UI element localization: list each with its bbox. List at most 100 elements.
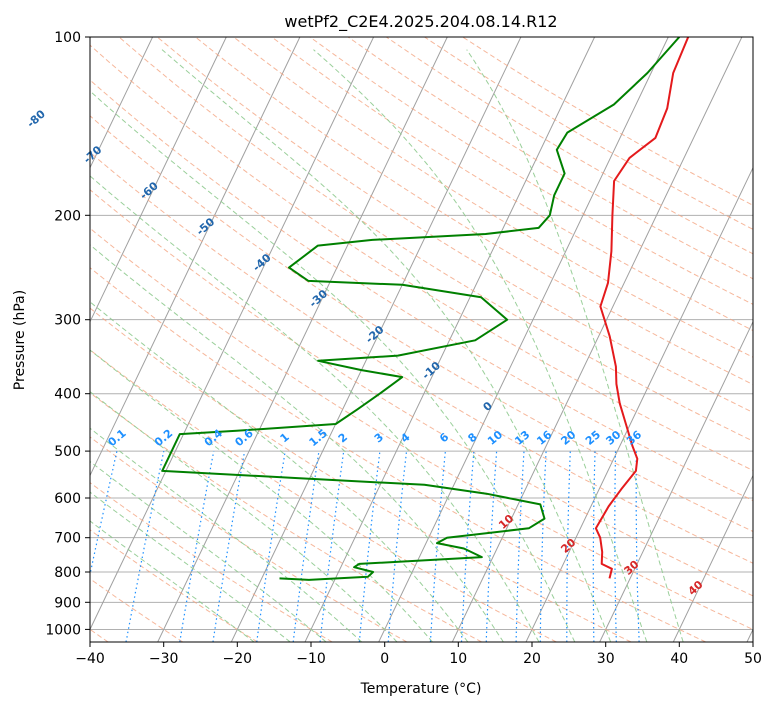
dry-adiabat-line [90,151,753,564]
reference-line-labels: 0.10.20.40.611.52346810131620253036-100-… [24,107,705,598]
mixing-ratio-label: 0.2 [152,427,175,449]
dry-adiabat-line [90,482,333,642]
x-tick-label: 40 [670,651,688,667]
dry-adiabat-line [90,392,482,642]
isotherm-line [599,320,753,642]
chart-title: wetPf2_C2E4.2025.204.08.14.R12 [284,12,557,32]
x-tick-label: 10 [449,651,467,667]
mixing-ratio-line [387,451,408,642]
moist-adiabat-line [90,175,540,642]
isotherm-line [90,37,227,323]
mixing-ratio-line [256,451,286,642]
isotherm-line [157,37,448,642]
dry-adiabat-line [462,37,753,206]
isotherm-label: -50 [194,215,218,238]
isotherm-line [90,37,301,477]
dry-adiabat-line [90,79,753,502]
x-axis-label: Temperature (°C) [360,681,482,697]
x-tick-label: 30 [597,651,615,667]
y-tick-label: 500 [54,444,81,460]
mixing-ratio-line [429,451,446,642]
y-tick-label: 100 [54,30,81,46]
x-tick-label: 20 [523,651,541,667]
isotherm-label: -60 [137,179,161,202]
dry-adiabat-line [90,227,753,630]
mixing-ratio-label: 1.5 [307,427,330,449]
dry-adiabat-line [156,37,753,414]
isotherm-line [746,628,753,642]
mixing-ratio-label: 13 [512,428,532,448]
isotherm-label: -10 [420,359,444,382]
mixing-ratio-line [635,451,640,642]
isotherm-line [90,37,375,631]
dewpoint-profile-line [161,37,681,581]
moist-adiabat-line [90,491,291,642]
axes: −40 −30 −20 −10 0 10 20 30 40 5010020030040050060… [45,30,762,667]
y-axis-label: Pressure (hPa) [12,290,28,390]
isotherm-label: -30 [307,287,331,310]
x-tick-label: −40 [75,651,105,667]
x-tick-label: −20 [223,651,253,667]
plot-frame [89,36,754,643]
x-tick-label: 0 [380,651,389,667]
mixing-ratio-line [125,450,165,642]
moist-adiabat-line [313,49,648,642]
moist-adiabat-line [90,520,255,642]
isotherm-line [525,166,753,642]
y-tick-label: 300 [54,313,81,329]
mixing-ratio-label: 16 [534,428,554,448]
moist-adiabat-line [90,90,576,642]
x-tick-label: −30 [149,651,179,667]
mixing-ratio-label: 25 [583,428,603,448]
mixing-ratio-label: 3 [372,430,386,445]
mixing-ratio-line [90,450,118,578]
moist-adiabat-line [466,49,684,642]
mixing-ratio-line [614,451,617,642]
moist-adiabat-line [90,427,363,642]
moist-adiabat-line [90,301,469,642]
isotherm-label: -40 [250,251,274,274]
isotherm-line [672,474,753,642]
y-tick-label: 700 [54,531,81,547]
dry-adiabat-line [90,529,258,642]
moist-adiabat-line [90,244,504,642]
dry-adiabat-line [195,37,753,386]
isotherm-label: -70 [81,143,105,166]
temperature-profile-line [594,37,690,579]
isotherm-label: 0 [481,399,496,414]
mixing-ratio-line [566,451,571,642]
mixing-ratio-line [292,451,320,642]
isotherm-label: -80 [24,107,48,130]
mixing-ratio-line [515,451,525,642]
mixing-ratio-line [319,451,345,642]
mixing-ratio-label: 8 [465,430,479,445]
mixing-ratio-line [358,451,381,642]
y-tick-label: 200 [54,208,81,224]
dry-adiabat-line [347,37,753,280]
y-tick-label: 800 [54,565,81,581]
dry-adiabat-line [118,37,753,442]
isotherm-line [378,37,669,642]
isotherm-line [451,37,743,642]
isotherm-line [230,37,522,642]
y-tick-label: 600 [54,491,81,507]
isotherm-line [0,37,5,642]
dry-adiabat-line [90,578,184,642]
mixing-ratio-line [460,451,475,642]
mixing-ratio-line [485,451,498,642]
x-tick-label: 50 [744,651,762,667]
mixing-ratio-line [212,450,246,642]
mixing-ratio-label: 0.1 [105,427,128,449]
sounding-profiles [161,37,690,581]
mixing-ratio-label: 1 [278,430,292,445]
dry-adiabat-line [90,189,753,597]
isotherm-line [90,37,154,169]
moist-adiabat-line [90,391,398,642]
y-tick-label: 900 [54,595,81,611]
y-tick-label: 400 [54,387,81,403]
mixing-ratio-line [539,451,547,642]
dry-adiabat-line [90,267,706,642]
y-tick-label: 1000 [45,622,81,638]
moist-adiabat-line [90,349,433,642]
